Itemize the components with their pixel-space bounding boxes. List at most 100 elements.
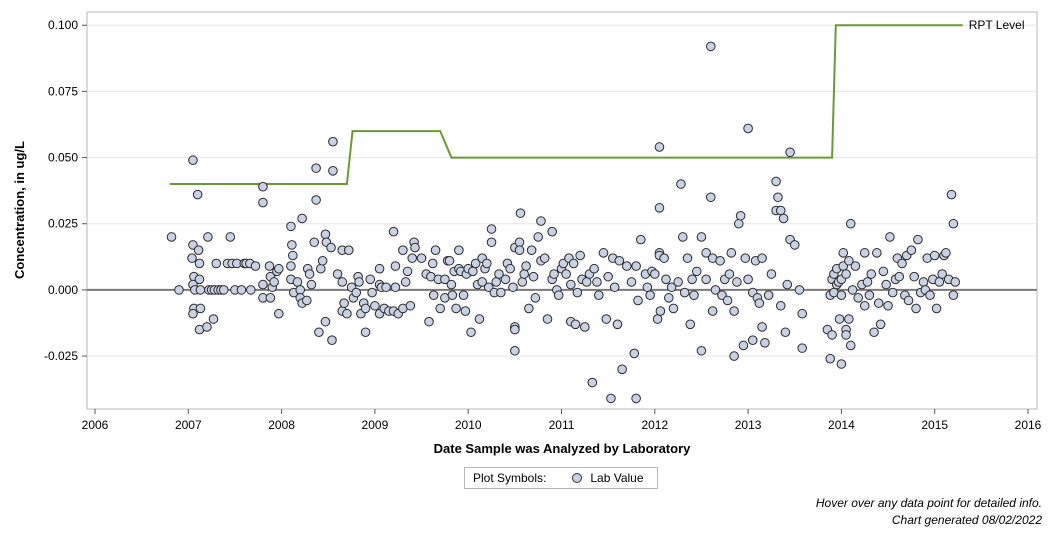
lab-value-point[interactable]: [328, 166, 338, 176]
lab-value-point[interactable]: [400, 277, 411, 287]
lab-value-point[interactable]: [875, 319, 886, 330]
lab-value-point[interactable]: [859, 300, 870, 311]
lab-value-point[interactable]: [705, 192, 716, 203]
lab-value-point[interactable]: [696, 345, 707, 356]
lab-value-point[interactable]: [836, 359, 847, 369]
lab-value-point[interactable]: [194, 274, 205, 285]
lab-value-point[interactable]: [482, 258, 492, 269]
lab-value-point[interactable]: [269, 277, 279, 287]
lab-value-point[interactable]: [883, 300, 893, 311]
lab-value-point[interactable]: [510, 324, 520, 335]
lab-value-point[interactable]: [934, 277, 945, 287]
lab-value-point[interactable]: [911, 303, 921, 314]
lab-value-point[interactable]: [486, 237, 497, 248]
lab-value-point[interactable]: [460, 306, 471, 316]
lab-value-point[interactable]: [286, 221, 296, 232]
lab-value-point[interactable]: [195, 303, 206, 314]
lab-value-point[interactable]: [510, 345, 520, 356]
lab-value-point[interactable]: [311, 195, 321, 205]
lab-value-point[interactable]: [705, 41, 716, 52]
lab-value-point[interactable]: [194, 258, 205, 269]
lab-value-point[interactable]: [315, 263, 326, 274]
lab-value-point[interactable]: [775, 300, 786, 311]
lab-value-point[interactable]: [682, 253, 693, 263]
lab-value-point[interactable]: [729, 351, 739, 361]
lab-value-point[interactable]: [778, 213, 789, 224]
lab-value-point[interactable]: [500, 274, 511, 285]
lab-value-point[interactable]: [402, 266, 413, 277]
lab-value-point[interactable]: [524, 303, 534, 314]
lab-value-point[interactable]: [740, 253, 751, 263]
lab-value-point[interactable]: [568, 258, 579, 269]
lab-value-point[interactable]: [941, 248, 951, 258]
lab-value-point[interactable]: [931, 303, 942, 314]
lab-value-point[interactable]: [729, 306, 739, 316]
lab-value-point[interactable]: [314, 327, 324, 338]
lab-value-point[interactable]: [743, 274, 753, 285]
lab-value-point[interactable]: [642, 282, 653, 293]
lab-value-point[interactable]: [354, 277, 364, 287]
lab-value-point[interactable]: [636, 234, 646, 245]
lab-value-point[interactable]: [218, 285, 229, 295]
lab-value-point[interactable]: [258, 279, 268, 290]
lab-value-point[interactable]: [859, 248, 870, 258]
lab-value-point[interactable]: [872, 248, 882, 258]
lab-value-point[interactable]: [236, 285, 247, 295]
lab-value-point[interactable]: [287, 240, 297, 250]
lab-value-point[interactable]: [601, 314, 612, 324]
lab-value-point[interactable]: [701, 248, 711, 258]
lab-value-point[interactable]: [606, 393, 616, 404]
lab-value-point[interactable]: [614, 255, 625, 266]
lab-value-point[interactable]: [309, 237, 320, 248]
lab-value-point[interactable]: [326, 242, 336, 253]
lab-value-point[interactable]: [844, 255, 854, 266]
lab-value-point[interactable]: [192, 189, 203, 200]
lab-value-point[interactable]: [440, 274, 450, 285]
lab-value-point[interactable]: [274, 263, 284, 274]
lab-value-point[interactable]: [416, 253, 427, 263]
lab-value-point[interactable]: [542, 314, 553, 324]
lab-value-point[interactable]: [258, 197, 268, 208]
lab-value-point[interactable]: [866, 269, 877, 279]
lab-value-point[interactable]: [468, 266, 478, 277]
lab-value-point[interactable]: [909, 271, 919, 282]
lab-value-point[interactable]: [631, 393, 641, 404]
lab-value-point[interactable]: [494, 269, 504, 279]
lab-value-point[interactable]: [581, 277, 592, 287]
lab-value-point[interactable]: [659, 253, 669, 263]
lab-value-point[interactable]: [580, 322, 590, 332]
lab-value-point[interactable]: [572, 287, 583, 298]
lab-value-point[interactable]: [451, 303, 461, 314]
lab-value-point[interactable]: [645, 290, 655, 300]
lab-value-point[interactable]: [853, 293, 863, 303]
lab-value-point[interactable]: [609, 282, 620, 293]
lab-value-point[interactable]: [873, 298, 884, 308]
lab-value-point[interactable]: [374, 263, 385, 274]
lab-value-point[interactable]: [691, 266, 702, 277]
lab-value-point[interactable]: [339, 298, 349, 308]
lab-value-point[interactable]: [696, 232, 707, 242]
lab-value-point[interactable]: [343, 245, 354, 255]
lab-value-point[interactable]: [838, 248, 849, 258]
lab-value-point[interactable]: [328, 136, 338, 147]
lab-value-point[interactable]: [388, 226, 399, 237]
lab-value-point[interactable]: [612, 319, 623, 330]
lab-value-point[interactable]: [174, 285, 184, 295]
lab-value-point[interactable]: [553, 290, 564, 300]
lab-value-point[interactable]: [287, 250, 298, 261]
lab-value-point[interactable]: [834, 314, 845, 324]
lab-value-point[interactable]: [747, 335, 758, 345]
lab-value-point[interactable]: [360, 303, 371, 314]
lab-value-point[interactable]: [906, 245, 917, 255]
lab-value-point[interactable]: [894, 271, 905, 282]
lab-value-point[interactable]: [948, 218, 959, 229]
lab-value-point[interactable]: [292, 277, 303, 287]
lab-value-point[interactable]: [754, 298, 765, 308]
lab-value-point[interactable]: [317, 255, 328, 266]
lab-value-point[interactable]: [446, 279, 457, 290]
lab-value-point[interactable]: [528, 271, 539, 282]
lab-value-point[interactable]: [663, 293, 674, 303]
lab-value-point[interactable]: [246, 285, 256, 295]
lab-value-point[interactable]: [187, 253, 197, 263]
lab-value-point[interactable]: [841, 330, 851, 340]
